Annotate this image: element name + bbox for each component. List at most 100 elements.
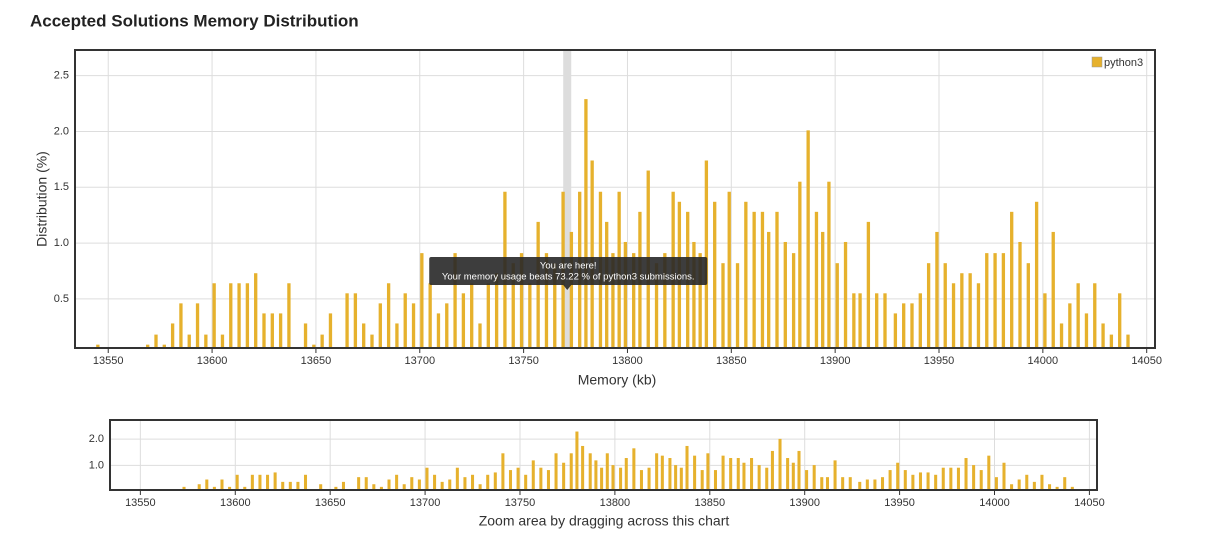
bar: [880, 477, 885, 490]
tooltip-title: You are here!: [540, 261, 597, 272]
bar: [698, 253, 702, 348]
bar: [655, 453, 659, 490]
bar: [765, 467, 769, 490]
bar: [791, 462, 795, 490]
bar: [778, 438, 782, 490]
bar: [154, 334, 158, 348]
bar: [941, 467, 945, 490]
bar: [797, 450, 801, 490]
y-tick-label: 2.0: [54, 125, 69, 137]
x-tick-label: 14000: [979, 497, 1010, 509]
bar: [266, 474, 270, 490]
bar: [228, 486, 232, 490]
x-tick-label: 13800: [600, 497, 631, 509]
bar: [721, 263, 725, 348]
bar: [486, 474, 490, 490]
bar: [516, 467, 520, 490]
bar: [420, 253, 424, 348]
legend-label: python3: [1104, 57, 1143, 69]
x-tick-label: 13900: [820, 355, 851, 367]
bar: [805, 470, 809, 490]
bar: [1070, 486, 1074, 490]
bar: [436, 313, 441, 348]
bar: [888, 470, 892, 490]
bar: [494, 273, 499, 348]
bar: [843, 241, 848, 348]
bar: [569, 231, 574, 348]
bar: [786, 458, 790, 490]
bar: [478, 323, 482, 348]
bar: [411, 303, 416, 348]
bar: [760, 211, 765, 348]
bar: [243, 486, 247, 490]
bar: [508, 470, 513, 490]
x-tick-label: 13950: [924, 355, 955, 367]
bar: [798, 181, 802, 348]
x-tick-label: 14050: [1131, 355, 1162, 367]
bar: [833, 460, 837, 490]
bar: [742, 462, 746, 490]
bar: [273, 472, 277, 490]
bar: [425, 467, 429, 490]
x-tick-label: 13850: [694, 497, 725, 509]
bar: [463, 477, 467, 490]
bar: [287, 283, 291, 348]
x-axis-label: Memory (kb): [578, 372, 657, 388]
bar: [757, 465, 761, 490]
y-axis-label: Distribution (%): [34, 151, 50, 247]
bar: [1043, 293, 1047, 348]
bar: [182, 486, 186, 490]
bar: [605, 453, 609, 490]
x-tick-label: 13550: [93, 355, 124, 367]
bar: [835, 263, 839, 348]
bar: [379, 486, 383, 490]
legend-swatch: [1091, 56, 1103, 68]
bar: [519, 253, 524, 348]
bar: [96, 344, 100, 348]
bar: [647, 467, 651, 490]
bar: [1018, 241, 1022, 348]
bar: [736, 458, 740, 490]
bar: [820, 477, 824, 490]
bar: [865, 479, 869, 490]
bar: [713, 470, 718, 490]
bar: [296, 481, 300, 490]
bar: [235, 474, 239, 490]
bar: [205, 479, 209, 490]
bar: [250, 474, 254, 490]
bar: [428, 283, 432, 348]
plot-border: [74, 49, 1156, 349]
bar: [685, 445, 689, 490]
bar: [903, 470, 907, 490]
bar: [493, 472, 497, 490]
tooltip: [429, 257, 708, 285]
x-tick-label: 13550: [125, 497, 156, 509]
bar: [623, 241, 628, 348]
bar: [402, 484, 406, 490]
bar: [588, 453, 592, 490]
bar: [624, 458, 628, 490]
bar: [693, 455, 697, 490]
bar: [632, 448, 636, 490]
bar: [433, 474, 437, 490]
bar: [387, 479, 391, 490]
bar: [478, 484, 482, 490]
bar: [461, 293, 466, 348]
bar: [288, 481, 292, 490]
bar: [902, 303, 906, 348]
y-tick-label: 1.0: [89, 459, 104, 471]
bar: [584, 99, 588, 348]
bar: [1063, 477, 1067, 490]
bar: [987, 455, 991, 490]
bar: [569, 453, 573, 490]
y-tick-label: 2.0: [89, 433, 104, 445]
bar: [821, 231, 825, 348]
bar: [554, 453, 558, 490]
bar: [471, 474, 475, 490]
x-tick-label: 14000: [1028, 355, 1059, 367]
x-tick-label: 13800: [612, 355, 643, 367]
bar: [410, 477, 414, 490]
chart-title: Accepted Solutions Memory Distribution: [30, 11, 359, 30]
bar: [979, 470, 983, 490]
bar: [1040, 474, 1044, 490]
